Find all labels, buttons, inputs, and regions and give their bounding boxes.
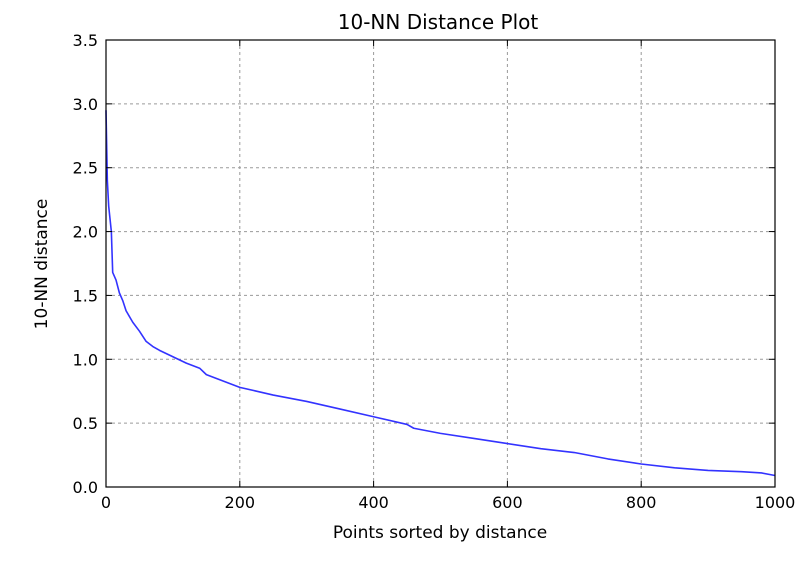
series-line (105, 110, 776, 477)
grid-lines (106, 40, 775, 487)
y-tick-label: 0.5 (73, 414, 98, 433)
x-tick-label: 400 (358, 493, 389, 512)
x-tick-label: 200 (225, 493, 256, 512)
y-tick-label: 1.0 (73, 350, 98, 369)
y-tick-label: 3.5 (73, 31, 98, 50)
ticks: 0 200 400 600 800 1000 0.0 0.5 1.0 1.5 2.0 2.5 3.0 3.… (73, 31, 796, 512)
y-tick-label: 3.0 (73, 95, 98, 114)
x-tick-label: 1000 (755, 493, 796, 512)
y-tick-label: 2.0 (73, 223, 98, 242)
x-tick-label: 800 (626, 493, 657, 512)
y-tick-label: 1.5 (73, 286, 98, 305)
y-axis-label: 10-NN distance (32, 199, 52, 330)
x-axis-label: Points sorted by distance (333, 523, 547, 543)
plot-frame (105, 39, 776, 488)
series-layer (105, 110, 776, 477)
x-tick-label: 0 (101, 493, 111, 512)
y-tick-label: 0.0 (73, 478, 98, 497)
x-tick-label: 600 (492, 493, 523, 512)
y-tick-label: 2.5 (73, 159, 98, 178)
chart-title: 10-NN Distance Plot (338, 10, 539, 34)
axes (105, 39, 776, 488)
